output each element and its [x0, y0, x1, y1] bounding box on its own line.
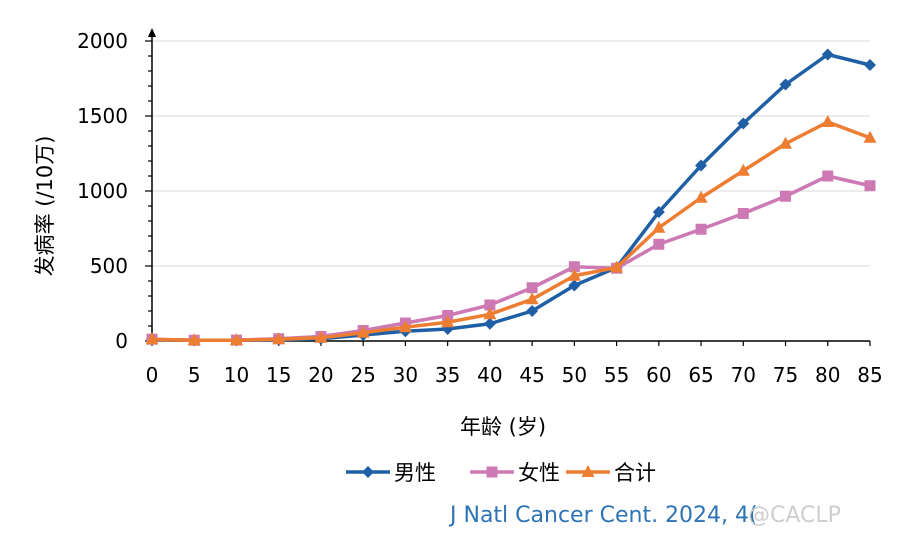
watermark: @CACLP — [748, 503, 841, 528]
data-point-0-14 — [737, 117, 750, 130]
data-point-0-17 — [864, 59, 876, 71]
legend-marker-1 — [486, 466, 498, 478]
data-point-1-9 — [526, 282, 538, 294]
legend: 男性 女性 合计 — [346, 461, 656, 485]
x-tick-label-11: 55 — [604, 363, 629, 387]
x-tick-label-4: 20 — [308, 363, 333, 387]
series-group — [145, 48, 877, 347]
y-axis-label: 发病率 (/10万) — [33, 136, 57, 277]
data-point-2-1 — [187, 333, 201, 346]
y-tick-labels: 0 500 1000 1500 2000 — [77, 29, 128, 353]
data-point-2-6 — [398, 320, 412, 333]
x-tick-label-12: 60 — [646, 363, 671, 387]
x-tick-label-3: 15 — [266, 363, 291, 387]
x-axis-label: 年龄 (岁) — [460, 415, 546, 439]
data-point-1-8 — [484, 299, 496, 311]
data-point-1-10 — [568, 261, 580, 273]
legend-marker-0 — [362, 466, 374, 478]
y-tick-label-3: 1500 — [77, 104, 128, 128]
gridlines — [152, 40, 870, 267]
series-0 — [146, 48, 876, 347]
data-point-2-0 — [145, 332, 159, 345]
data-point-0-16 — [821, 48, 834, 61]
data-point-2-15 — [779, 136, 793, 149]
data-point-0-12 — [652, 206, 665, 218]
x-tick-label-8: 40 — [477, 363, 502, 387]
x-tick-label-13: 65 — [688, 363, 713, 387]
data-point-1-14 — [737, 208, 749, 219]
y-tick-label-1: 500 — [90, 254, 128, 278]
data-point-2-10 — [567, 268, 581, 281]
x-tick-label-15: 75 — [773, 363, 798, 387]
data-point-0-13 — [695, 159, 708, 172]
x-tick-label-10: 50 — [562, 363, 587, 387]
series-2 — [145, 115, 877, 346]
data-point-2-8 — [483, 307, 497, 320]
data-point-2-5 — [356, 325, 370, 338]
data-point-2-3 — [272, 332, 286, 345]
legend-marker-2 — [581, 465, 595, 477]
x-tick-label-0: 0 — [146, 363, 159, 387]
y-axis-arrow — [148, 28, 156, 37]
legend-label-0: 男性 — [394, 461, 436, 485]
x-tick-label-2: 10 — [224, 363, 249, 387]
series-1 — [146, 170, 876, 346]
y-tick-label-4: 2000 — [77, 29, 128, 53]
y-tick-label-0: 0 — [115, 329, 128, 353]
data-point-0-15 — [779, 78, 792, 91]
x-tick-label-9: 45 — [519, 363, 544, 387]
legend-label-1: 女性 — [518, 461, 560, 485]
data-point-2-12 — [652, 220, 666, 233]
data-point-2-4 — [314, 330, 328, 343]
x-tick-labels: 0 5 10 15 20 25 30 35 40 45 50 55 60 65 70 75 80 85 — [146, 363, 883, 387]
data-point-1-17 — [864, 180, 876, 192]
data-point-0-9 — [526, 305, 539, 317]
data-point-2-16 — [821, 115, 835, 127]
y-tick-label-2: 1000 — [77, 179, 128, 203]
x-tick-label-16: 80 — [815, 363, 840, 387]
data-point-0-8 — [483, 317, 496, 330]
data-point-2-9 — [525, 292, 539, 305]
data-point-2-17 — [863, 130, 877, 143]
data-point-0-10 — [568, 279, 581, 292]
legend-item-0: 男性 — [346, 461, 436, 485]
data-point-2-2 — [229, 333, 243, 346]
source-citation: J Natl Cancer Cent. 2024, 4( — [450, 503, 758, 528]
data-point-1-15 — [780, 190, 792, 202]
data-point-2-11 — [610, 260, 624, 273]
series-line-2 — [151, 120, 871, 342]
x-tick-label-7: 35 — [435, 363, 460, 387]
x-tick-label-14: 70 — [731, 363, 756, 387]
data-point-1-16 — [822, 170, 834, 182]
x-tick-label-1: 5 — [188, 363, 201, 387]
x-tick-label-17: 85 — [857, 363, 882, 387]
data-point-2-7 — [441, 315, 455, 328]
data-point-1-13 — [695, 223, 707, 235]
data-point-2-13 — [694, 190, 708, 203]
data-point-2-14 — [736, 163, 750, 176]
x-tick-label-5: 25 — [350, 363, 375, 387]
legend-item-2: 合计 — [566, 461, 656, 485]
legend-item-1: 女性 — [470, 461, 560, 485]
data-point-1-12 — [653, 238, 665, 250]
x-tick-label-6: 30 — [393, 363, 418, 387]
legend-label-2: 合计 — [614, 461, 656, 485]
